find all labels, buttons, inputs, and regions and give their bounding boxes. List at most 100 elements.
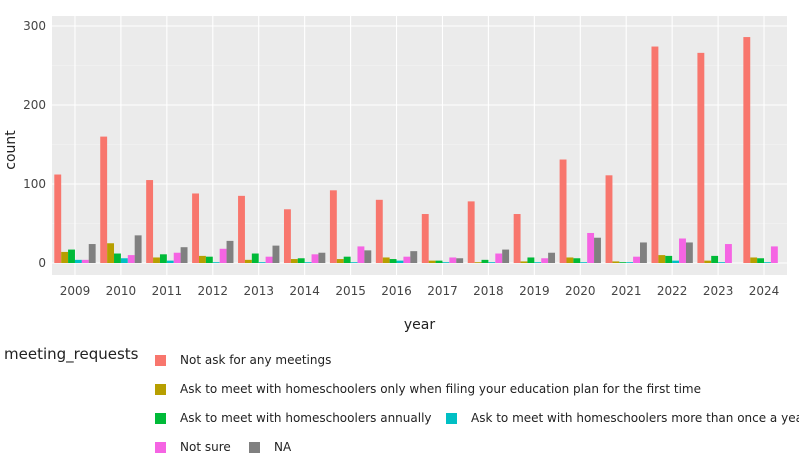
bar	[336, 259, 344, 263]
bar	[513, 214, 521, 263]
bar	[120, 258, 128, 263]
bar	[81, 259, 89, 263]
legend-label: Ask to meet with homeschoolers more than…	[471, 411, 799, 425]
legend-swatch	[155, 412, 166, 424]
x-tick-labels: 2009 2010 2011 2012 2013 2014 2015 2016 2017 2018…	[60, 284, 780, 298]
bar	[329, 190, 337, 263]
x-tick-label: 2011	[152, 284, 183, 298]
bar	[258, 262, 266, 263]
x-tick-label: 2021	[611, 284, 642, 298]
y-tick-label: 200	[23, 98, 46, 112]
bar	[559, 159, 567, 263]
bar	[244, 259, 252, 263]
bar	[74, 259, 82, 263]
bar	[205, 256, 213, 263]
legend-item: Not sure	[155, 440, 231, 454]
legend-label: NA	[274, 440, 292, 454]
y-tick-label: 0	[38, 256, 46, 270]
bar	[495, 253, 503, 263]
bar	[750, 257, 758, 263]
bar	[100, 136, 108, 263]
bar	[382, 257, 390, 263]
bar	[764, 262, 771, 263]
bar	[626, 262, 634, 263]
x-tick-label: 2014	[289, 284, 320, 298]
bar	[658, 255, 666, 263]
bar	[107, 243, 115, 263]
y-tick-labels: 0 100 200 300	[23, 19, 46, 270]
bar	[226, 240, 234, 263]
x-tick-label: 2010	[106, 284, 137, 298]
x-tick-label: 2015	[335, 284, 366, 298]
bar	[520, 261, 528, 263]
x-tick-label: 2017	[427, 284, 458, 298]
bar	[396, 260, 404, 263]
x-tick-label: 2024	[749, 284, 780, 298]
bar	[467, 201, 475, 263]
y-tick-label: 300	[23, 19, 46, 33]
bar	[364, 250, 372, 263]
bar	[389, 259, 397, 263]
legend-swatch	[249, 441, 260, 453]
bar	[757, 258, 765, 263]
bar	[61, 251, 69, 263]
bar	[350, 262, 358, 263]
bar	[159, 254, 167, 263]
bar	[718, 262, 725, 263]
x-tick-label: 2009	[60, 284, 91, 298]
bar	[665, 255, 673, 263]
bar	[68, 249, 75, 263]
legend-item: Ask to meet with homeschoolers only when…	[155, 382, 701, 396]
bar	[587, 232, 595, 263]
x-tick-label: 2013	[243, 284, 274, 298]
x-tick-label: 2016	[381, 284, 412, 298]
y-axis-title: count	[3, 130, 19, 170]
bar	[594, 237, 601, 263]
legend-item: NA	[249, 440, 291, 454]
bar	[238, 195, 245, 263]
bar	[640, 242, 647, 263]
bar	[134, 235, 142, 263]
bar	[410, 251, 418, 263]
bar	[318, 252, 326, 263]
x-tick-label: 2019	[519, 284, 550, 298]
bar	[375, 199, 383, 263]
legend-swatch	[155, 354, 166, 366]
bar	[127, 255, 135, 263]
legend-label: Ask to meet with homeschoolers annually	[180, 411, 432, 425]
bar	[605, 175, 613, 263]
bar	[421, 214, 429, 263]
bar	[541, 258, 549, 263]
bar	[403, 256, 411, 263]
bar	[697, 52, 705, 263]
bar	[711, 255, 719, 263]
bar	[311, 254, 319, 263]
legend-label: Not ask for any meetings	[180, 353, 332, 367]
bar	[180, 247, 188, 263]
bar	[272, 245, 280, 263]
bar	[724, 244, 732, 263]
bar	[304, 262, 312, 263]
bar	[88, 244, 96, 263]
bar	[566, 257, 574, 263]
legend-swatch	[155, 383, 166, 395]
bars	[54, 37, 778, 264]
bar	[548, 252, 556, 263]
y-tick-label: 100	[23, 177, 46, 191]
bar	[146, 180, 154, 263]
bar	[633, 256, 640, 263]
bar	[428, 260, 436, 263]
bar	[770, 246, 778, 263]
legend-title: meeting_requests	[4, 345, 139, 363]
legend-label: Not sure	[180, 440, 231, 454]
x-tick-label: 2022	[657, 284, 688, 298]
bar	[54, 174, 62, 263]
bar	[297, 258, 305, 263]
bar	[283, 209, 291, 263]
bar	[173, 252, 181, 263]
x-axis-title: year	[404, 317, 435, 333]
bar	[481, 259, 489, 263]
legend-label: Ask to meet with homeschoolers only when…	[180, 382, 701, 396]
legend-item: Ask to meet with homeschoolers more than…	[446, 411, 799, 425]
